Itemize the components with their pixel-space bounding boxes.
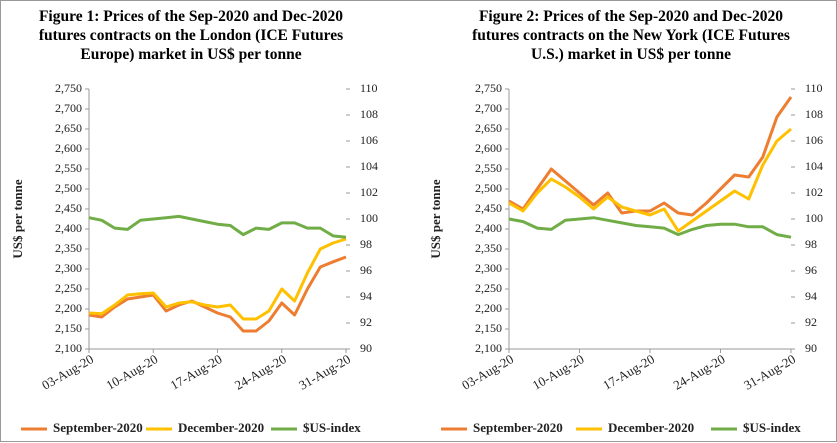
- y-tick-label: 2,650: [475, 121, 502, 135]
- x-tick-label: 03-Aug-20: [39, 351, 96, 393]
- y-tick-label: 2,750: [55, 81, 82, 95]
- y-axis-label: US$ per tonne: [10, 179, 25, 258]
- y2-tick-label: 96: [805, 263, 817, 277]
- x-tick-label: 24-Aug-20: [671, 351, 728, 393]
- y-tick-label: 2,300: [475, 261, 502, 275]
- y-tick-label: 2,500: [475, 181, 502, 195]
- y2-tick-label: 108: [805, 107, 823, 121]
- legend-label: September-2020: [473, 420, 563, 435]
- legend-label: $US-index: [303, 420, 361, 435]
- series-line: [508, 96, 793, 217]
- y2-tick-label: 90: [805, 341, 817, 355]
- y-tick-label: 2,700: [55, 101, 82, 115]
- y2-tick-label: 108: [360, 107, 378, 121]
- y-tick-label: 2,100: [55, 341, 82, 355]
- y2-tick-label: 110: [360, 81, 378, 95]
- legend-label: December-2020: [608, 420, 694, 435]
- y2-tick-label: 102: [805, 185, 823, 199]
- y2-tick-label: 100: [360, 211, 378, 225]
- series-line: [508, 127, 792, 233]
- x-tick-label: 31-Aug-20: [296, 351, 353, 393]
- y-tick-label: 2,600: [475, 141, 502, 155]
- series-line: [88, 237, 347, 321]
- y-tick-label: 2,200: [475, 301, 502, 315]
- y2-tick-label: 104: [360, 159, 378, 173]
- chart: 2,100 2,150 2,200 2,250 2,300 2,350 2,400 2,450…: [10, 81, 378, 435]
- y-tick-label: 2,500: [55, 181, 82, 195]
- y-tick-label: 2,750: [475, 81, 502, 95]
- y2-tick-label: 106: [360, 133, 378, 147]
- chart-panel: Figure 2: Prices of the Sep-2020 and Dec…: [419, 1, 837, 443]
- y-tick-label: 2,150: [55, 321, 82, 335]
- y2-tick-label: 94: [805, 289, 817, 303]
- series-line: [508, 216, 792, 239]
- y2-tick-label: 106: [805, 133, 823, 147]
- series-line: [88, 214, 347, 239]
- y-tick-label: 2,150: [475, 321, 502, 335]
- y-tick-label: 2,200: [55, 301, 82, 315]
- x-tick-label: 31-Aug-20: [741, 351, 798, 393]
- y-tick-label: 2,700: [475, 101, 502, 115]
- chart-title: Figure 1: Prices of the Sep-2020 and Dec…: [38, 8, 344, 63]
- y2-tick-label: 94: [360, 289, 372, 303]
- y-tick-label: 2,250: [55, 281, 82, 295]
- y2-tick-label: 92: [360, 315, 372, 329]
- y-tick-label: 2,350: [55, 241, 82, 255]
- y-tick-label: 2,450: [475, 201, 502, 215]
- series-line: [88, 255, 347, 333]
- y-tick-label: 2,400: [55, 221, 82, 235]
- x-tick-label: 10-Aug-20: [530, 351, 587, 393]
- legend-label: September-2020: [53, 420, 143, 435]
- legend-label: $US-index: [743, 420, 801, 435]
- y2-tick-label: 100: [805, 211, 823, 225]
- y2-tick-label: 104: [805, 159, 823, 173]
- y2-tick-label: 92: [805, 315, 817, 329]
- y-tick-label: 2,650: [55, 121, 82, 135]
- chart: 2,100 2,150 2,200 2,250 2,300 2,350 2,400 2,450…: [428, 81, 823, 435]
- x-tick-label: 17-Aug-20: [168, 351, 225, 393]
- y-tick-label: 2,350: [475, 241, 502, 255]
- y2-tick-label: 90: [360, 341, 372, 355]
- y-tick-label: 2,250: [475, 281, 502, 295]
- y-tick-label: 2,550: [55, 161, 82, 175]
- y2-tick-label: 110: [805, 81, 823, 95]
- x-tick-label: 17-Aug-20: [600, 351, 657, 393]
- x-tick-label: 03-Aug-20: [459, 351, 516, 393]
- y2-tick-label: 96: [360, 263, 372, 277]
- chart-title: Figure 2: Prices of the Sep-2020 and Dec…: [472, 8, 790, 63]
- y2-tick-label: 102: [360, 185, 378, 199]
- x-tick-label: 24-Aug-20: [232, 351, 289, 393]
- y-tick-label: 2,300: [55, 261, 82, 275]
- y-tick-label: 2,100: [475, 341, 502, 355]
- x-tick-label: 10-Aug-20: [103, 351, 160, 393]
- legend-label: December-2020: [178, 420, 264, 435]
- chart-panel: Figure 1: Prices of the Sep-2020 and Dec…: [1, 1, 419, 443]
- y-tick-label: 2,600: [55, 141, 82, 155]
- y-tick-label: 2,450: [55, 201, 82, 215]
- y-tick-label: 2,400: [475, 221, 502, 235]
- y2-tick-label: 98: [805, 237, 817, 251]
- y-axis-label: US$ per tonne: [428, 179, 443, 258]
- y-tick-label: 2,550: [475, 161, 502, 175]
- y2-tick-label: 98: [360, 237, 372, 251]
